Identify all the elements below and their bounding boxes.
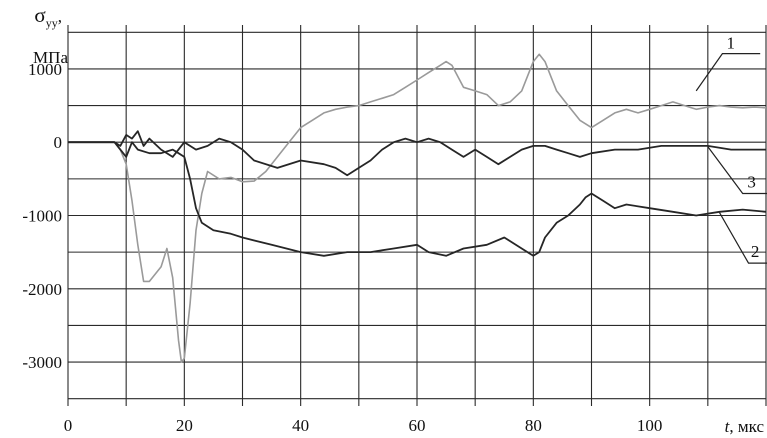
y-axis-symbol: σ <box>34 3 45 27</box>
y-axis-subscript: yy <box>46 16 58 30</box>
curve-label-3: 3 <box>747 173 756 192</box>
y-axis-separator: , <box>58 7 62 26</box>
x-tick-labels: 0 20 40 60 80 100 <box>64 416 663 435</box>
leader-line-3 <box>707 146 767 195</box>
y-axis-unit: МПа <box>33 48 68 67</box>
y-tick-labels: 1000 0 -1000 -2000 -3000 <box>22 60 62 372</box>
x-tick-label: 40 <box>292 416 309 435</box>
curve-label-1: 1 <box>726 34 735 53</box>
grid <box>67 25 767 406</box>
leader-line-1 <box>695 52 761 92</box>
x-tick-label: 20 <box>176 416 193 435</box>
x-axis-variable: t <box>725 417 731 436</box>
x-axis-unit: , мкс <box>729 417 764 436</box>
series-layer <box>68 53 767 363</box>
x-axis-label: t, мкс <box>725 417 765 436</box>
leader-line-2 <box>718 212 767 264</box>
curve-label-2: 2 <box>751 242 760 261</box>
series-line-1 <box>68 53 767 363</box>
y-tick-label: 1000 <box>28 60 62 79</box>
x-tick-label: 80 <box>525 416 542 435</box>
series-line-3 <box>68 130 766 177</box>
y-tick-label: -3000 <box>22 353 62 372</box>
curve-label-leaders: 1 3 2 <box>695 34 767 264</box>
x-tick-label: 60 <box>409 416 426 435</box>
y-tick-label: 0 <box>54 133 63 152</box>
y-tick-label: -2000 <box>22 280 62 299</box>
x-tick-label: 0 <box>64 416 73 435</box>
y-tick-label: -1000 <box>22 207 62 226</box>
series-line-2 <box>68 141 767 257</box>
x-tick-label: 100 <box>637 416 663 435</box>
y-axis-label: σyy, <box>34 3 62 30</box>
